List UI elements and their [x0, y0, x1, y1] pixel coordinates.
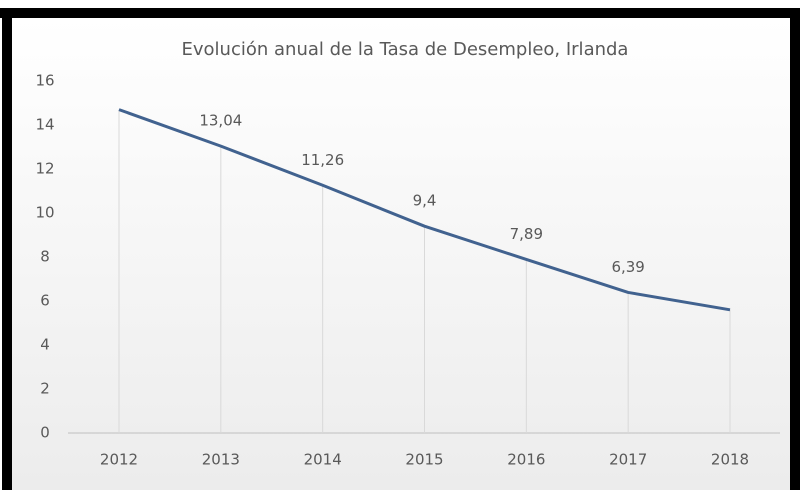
y-tick-label: 4	[40, 336, 50, 354]
data-label: 7,89	[510, 225, 543, 243]
y-tick-label: 6	[40, 292, 50, 310]
y-tick-label: 12	[35, 160, 54, 178]
x-tick-label: 2018	[711, 451, 749, 469]
x-tick-label: 2013	[202, 451, 240, 469]
data-label: 6,39	[611, 258, 644, 276]
chart-background	[12, 18, 790, 490]
x-tick-label: 2015	[405, 451, 443, 469]
frame-left	[2, 8, 12, 490]
x-tick-label: 2014	[304, 451, 342, 469]
data-label: 9,4	[413, 192, 437, 210]
x-tick-label: 2012	[100, 451, 138, 469]
y-tick-label: 0	[40, 424, 50, 442]
y-tick-label: 10	[35, 204, 54, 222]
x-tick-label: 2017	[609, 451, 647, 469]
frame-right	[790, 8, 800, 490]
chart-title: Evolución anual de la Tasa de Desempleo,…	[182, 39, 629, 60]
data-label: 13,04	[199, 112, 242, 130]
series-line	[118, 108, 731, 312]
data-label: 11,26	[301, 151, 344, 169]
x-tick-label: 2016	[507, 451, 545, 469]
frame-top	[0, 8, 800, 18]
y-tick-label: 14	[35, 116, 54, 134]
y-tick-label: 2	[40, 380, 50, 398]
y-tick-label: 16	[35, 72, 54, 90]
y-tick-label: 8	[40, 248, 50, 266]
